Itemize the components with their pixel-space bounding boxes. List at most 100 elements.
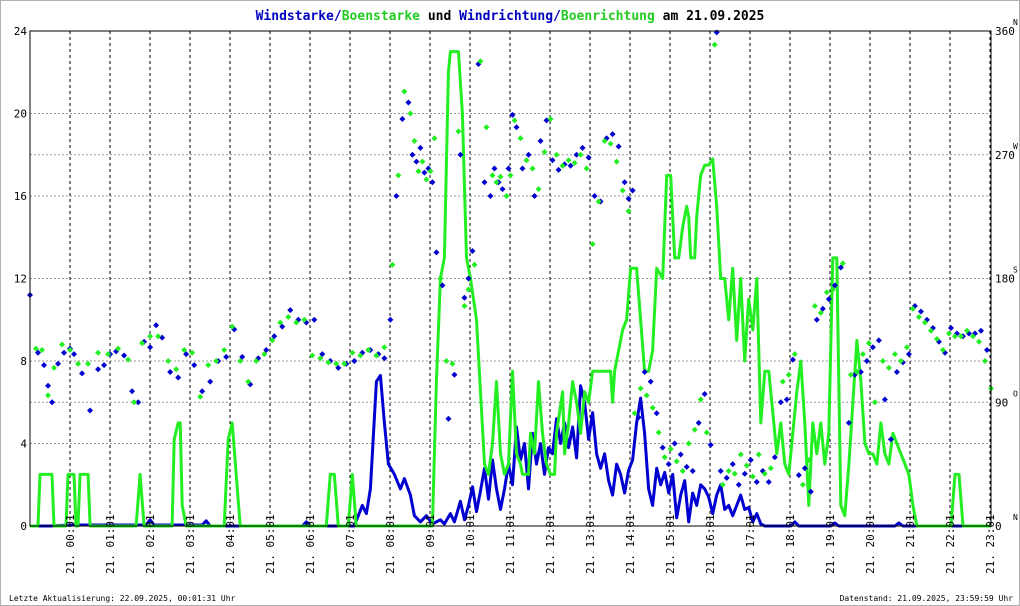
point-boenrichtung [847,371,854,378]
point-windrichtung [653,410,660,417]
point-boenrichtung [583,165,590,172]
point-windrichtung [585,154,592,161]
point-windrichtung [659,444,666,451]
point-windrichtung [417,144,424,151]
point-windrichtung [813,316,820,323]
x-tick-label: 21. 01:01 [104,514,117,574]
point-boenrichtung [95,349,102,356]
point-windrichtung [777,399,784,406]
x-tick-label: 21. 21:01 [904,514,917,574]
point-boenrichtung [865,340,872,347]
point-windrichtung [147,344,154,351]
point-boenrichtung [559,162,566,169]
x-tick-label: 21. 14:01 [624,514,637,574]
point-boenrichtung [811,303,818,309]
point-windrichtung [381,355,388,362]
point-windrichtung [615,143,622,150]
title-sep1: / [334,9,342,24]
point-windrichtung [513,124,520,131]
point-boenrichtung [293,319,300,326]
point-boenrichtung [497,173,504,180]
point-windrichtung [713,29,720,36]
y-left-tick-label: 16 [14,190,27,203]
point-windrichtung [311,316,318,323]
point-windrichtung [647,378,654,385]
point-windrichtung [887,436,894,443]
point-boenrichtung [885,364,892,371]
point-windrichtung [199,388,206,395]
point-boenrichtung [933,336,940,342]
point-boenrichtung [871,399,878,406]
x-tick-label: 21. 12:01 [544,514,557,574]
point-windrichtung [825,296,832,303]
x-tick-label: 21. 10:01 [464,514,477,574]
point-windrichtung [795,472,802,479]
point-boenrichtung [449,360,456,367]
x-tick-label: 21. 07:01 [344,514,357,574]
point-boenrichtung [139,340,146,347]
x-tick-label: 21. 16:01 [704,514,717,574]
point-windrichtung [491,165,498,172]
point-windrichtung [729,461,736,468]
x-tick-label: 21. 18:01 [784,514,797,574]
point-boenrichtung [455,128,462,135]
title-boenrichtung: Boenrichtung [561,9,655,24]
point-windrichtung [917,308,924,315]
point-boenrichtung [909,305,916,312]
point-windrichtung [175,374,182,381]
point-windrichtung [55,360,62,367]
point-windrichtung [413,158,420,165]
point-boenrichtung [507,172,514,179]
point-windrichtung [983,347,990,353]
x-tick-label: 21. 08:01 [384,514,397,574]
point-boenrichtung [761,470,768,477]
point-windrichtung [87,407,94,414]
plot-border [29,30,992,527]
point-windrichtung [429,179,436,186]
point-windrichtung [555,166,562,173]
point-boenrichtung [493,179,500,186]
point-windrichtung [45,382,52,389]
point-boenrichtung [365,347,372,353]
point-windrichtung [747,457,754,463]
point-windrichtung [509,111,516,118]
point-windrichtung [947,325,954,331]
point-boenrichtung [535,186,542,193]
point-boenrichtung [577,151,584,158]
point-windrichtung [263,347,270,353]
point-boenrichtung [981,358,988,364]
point-windrichtung [101,362,108,369]
point-boenrichtung [921,319,928,326]
point-windrichtung [677,451,684,458]
point-windrichtung [519,165,526,172]
point-windrichtung [683,463,690,470]
point-boenrichtung [799,481,806,488]
point-boenrichtung [229,323,236,330]
point-windrichtung [439,282,446,289]
x-tick-label: 21. 22:01 [944,514,957,574]
point-windrichtung [335,364,342,371]
point-boenrichtung [817,309,824,316]
point-boenrichtung [173,366,180,373]
x-tick-label: 21. 15:01 [664,514,677,574]
point-windrichtung [977,327,984,334]
point-windrichtung [801,465,808,472]
point-boenrichtung [523,157,530,164]
y-right-tick-label: 270 [995,149,1015,162]
point-boenrichtung [301,316,308,323]
point-boenrichtung [131,399,138,406]
point-boenrichtung [891,351,898,358]
point-windrichtung [61,349,68,356]
point-boenrichtung [951,333,958,340]
point-windrichtung [79,370,86,377]
point-windrichtung [641,369,648,375]
point-windrichtung [905,351,912,358]
point-boenrichtung [415,168,422,175]
point-boenrichtung [649,404,656,411]
point-boenrichtung [711,41,718,48]
point-boenrichtung [125,356,132,363]
point-boenrichtung [437,275,444,282]
point-boenrichtung [785,371,792,378]
point-boenrichtung [51,364,58,371]
point-windrichtung [71,351,78,358]
